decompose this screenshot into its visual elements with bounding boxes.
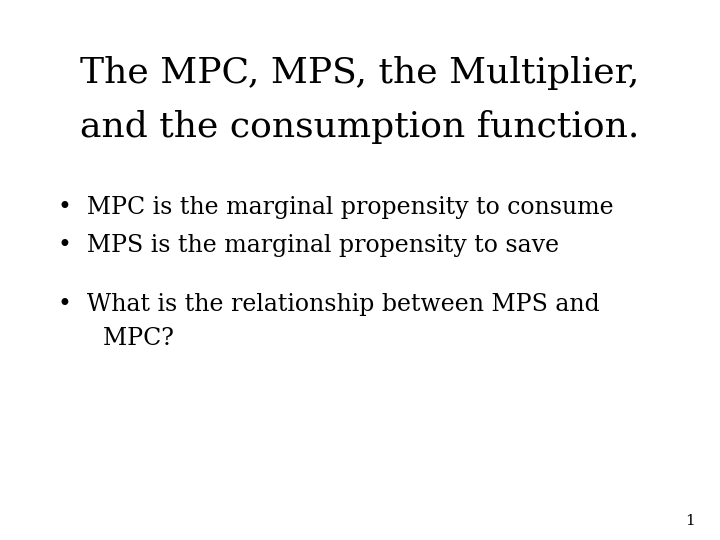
Text: •  What is the relationship between MPS and
      MPC?: • What is the relationship between MPS a… [58,293,599,350]
Text: •  MPS is the marginal propensity to save: • MPS is the marginal propensity to save [58,234,559,257]
Text: 1: 1 [685,514,695,528]
Text: and the consumption function.: and the consumption function. [81,110,639,144]
Text: •  MPC is the marginal propensity to consume: • MPC is the marginal propensity to cons… [58,197,613,219]
Text: The MPC, MPS, the Multiplier,: The MPC, MPS, the Multiplier, [81,56,639,90]
